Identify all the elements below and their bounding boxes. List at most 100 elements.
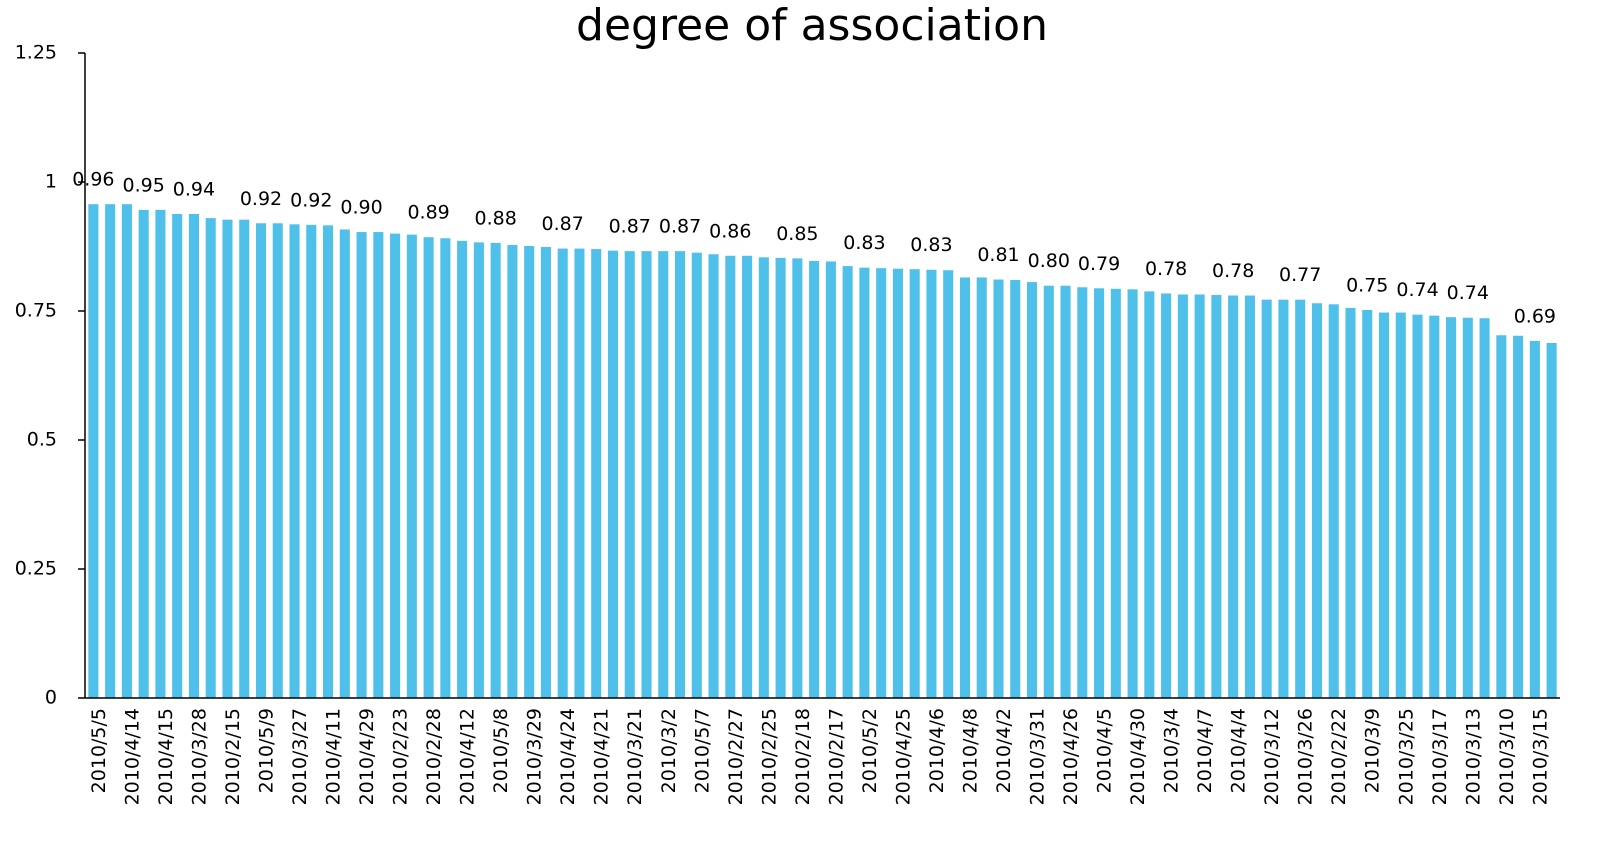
bar [239,219,250,698]
x-tick-label: 2010/2/15 [222,708,244,805]
bar [708,254,719,699]
data-label: 0.69 [1514,305,1556,327]
data-label: 0.88 [474,207,516,229]
x-tick-label: 2010/4/24 [557,708,579,805]
bar [205,218,216,698]
x-tick-label: 2010/4/11 [323,708,345,805]
x-tick-label: 2010/2/22 [1328,708,1350,805]
data-label: 0.87 [659,216,701,238]
x-tick-label: 2010/3/10 [1496,708,1518,805]
data-label: 0.78 [1212,260,1254,282]
bar [792,258,803,698]
bar [1479,318,1490,698]
bar [1077,287,1088,698]
x-tick-label: 2010/4/21 [591,708,613,805]
bar [1010,280,1021,698]
data-label: 0.80 [1028,250,1070,272]
bar [943,270,954,698]
bar [423,237,434,698]
bar [272,223,283,698]
x-tick-label: 2010/3/2 [658,708,680,793]
chart-title: degree of association [576,0,1048,51]
bar [1513,335,1524,698]
bar [1395,312,1406,698]
data-label: 0.79 [1078,253,1120,275]
data-label: 0.96 [72,169,114,191]
data-label: 0.74 [1447,282,1489,304]
x-tick-label: 2010/3/13 [1462,708,1484,805]
bar [138,209,149,698]
data-label: 0.77 [1279,264,1321,286]
bar [188,213,199,698]
x-tick-label: 2010/3/27 [289,708,311,805]
bar [1345,307,1356,698]
x-tick-label: 2010/5/8 [490,708,512,793]
bar [373,232,384,698]
bar [1211,295,1222,698]
x-tick-label: 2010/2/23 [390,708,412,805]
bar [1412,314,1423,698]
x-tick-label: 2010/5/5 [88,708,110,793]
bar [976,277,987,698]
y-tick-label: 0.5 [27,429,57,451]
bar [1278,299,1289,698]
x-tick-label: 2010/4/5 [1094,708,1116,793]
x-tick-label: 2010/4/6 [926,708,948,793]
bar [809,260,820,698]
x-tick-label: 2010/4/29 [356,708,378,805]
y-tick-label: 1 [45,171,57,193]
bar [390,233,401,698]
x-tick-label: 2010/2/28 [423,708,445,805]
bar [758,257,769,698]
bar [1094,288,1105,698]
bar [507,244,518,698]
bar [1529,340,1540,698]
x-tick-label: 2010/5/9 [255,708,277,793]
bar [255,223,267,698]
bar [1144,291,1155,698]
bar [1244,295,1255,698]
bar [1546,342,1557,698]
bar [1378,312,1390,698]
bar [1496,335,1507,698]
x-tick-label: 2010/5/2 [859,708,881,793]
x-tick-label: 2010/2/17 [825,708,847,805]
bar [172,213,183,698]
x-tick-label: 2010/3/29 [524,708,546,805]
data-label: 0.87 [609,216,651,238]
bar [607,250,619,699]
x-tick-label: 2010/4/8 [959,708,981,793]
bar [1295,299,1306,698]
bar [825,261,836,698]
bar [222,219,233,698]
bar [473,242,484,698]
data-label: 0.90 [340,197,382,219]
bar [574,248,585,698]
bar [1429,315,1440,698]
x-tick-label: 2010/3/12 [1261,708,1283,805]
bar [440,238,451,698]
bar [842,266,853,698]
bar [624,251,635,699]
bar [591,249,602,698]
bar [457,240,468,698]
bar [993,279,1004,698]
y-tick-label: 0 [45,687,57,709]
bar [1261,299,1272,698]
x-tick-label: 2010/3/21 [624,708,646,805]
data-label: 0.92 [290,189,332,211]
x-tick-label: 2010/4/12 [457,708,479,805]
x-tick-label: 2010/3/25 [1395,708,1417,805]
bar [892,268,903,698]
bar [725,255,736,698]
x-tick-label: 2010/2/27 [725,708,747,805]
bar [1311,303,1322,698]
bar [1362,309,1373,698]
bar [356,232,367,698]
bar [406,234,417,698]
x-tick-label: 2010/4/15 [155,708,177,805]
x-tick-label: 2010/2/25 [758,708,780,805]
x-tick-label: 2010/4/25 [892,708,914,805]
